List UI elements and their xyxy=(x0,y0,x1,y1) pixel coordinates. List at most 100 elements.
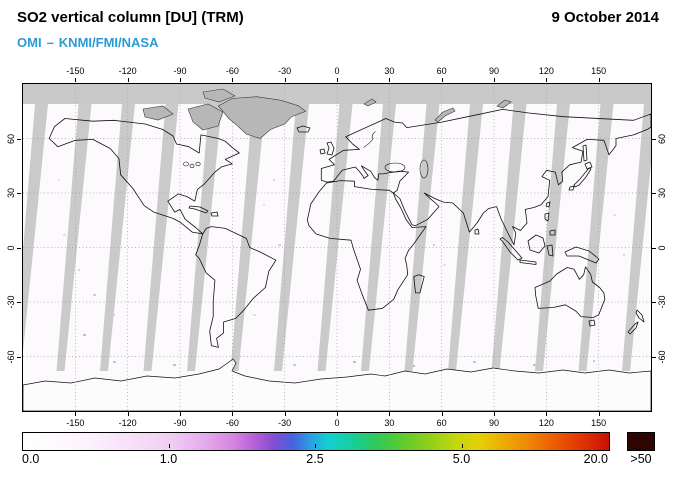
lon-tick-label: 0 xyxy=(334,66,340,76)
data-source-line: OMI – KNMI/FMI/NASA xyxy=(17,35,158,50)
lon-tick-label: 150 xyxy=(591,66,607,76)
greenland-outline xyxy=(217,96,307,139)
lat-tick-label: 60 xyxy=(6,133,16,144)
lat-tick-label: 60 xyxy=(657,133,667,144)
hispaniola-outline xyxy=(210,211,219,217)
institutes-label: KNMI/FMI/NASA xyxy=(58,35,159,50)
world-map xyxy=(22,83,652,412)
lon-tick xyxy=(546,412,548,416)
lon-tick xyxy=(598,412,600,416)
philippines-mindanao-outline xyxy=(549,229,556,236)
lat-tick xyxy=(652,356,656,358)
lon-tick xyxy=(127,78,129,82)
lon-tick xyxy=(389,412,391,416)
eurasia-outline xyxy=(320,109,651,246)
australia-outline xyxy=(534,266,606,318)
lon-tick xyxy=(598,78,600,82)
lat-tick xyxy=(17,302,21,303)
lon-tick xyxy=(180,412,181,416)
lon-tick xyxy=(441,78,443,82)
great-lakes-outline-2 xyxy=(189,163,195,169)
colorbar-tick-label: 2.5 xyxy=(306,452,324,466)
south-america-outline xyxy=(195,226,277,348)
world-map-svg xyxy=(23,84,651,411)
new-zealand-south-outline xyxy=(627,321,639,335)
lat-tick-label: -30 xyxy=(6,295,16,309)
lon-tick-label: -30 xyxy=(278,418,292,428)
lon-tick xyxy=(441,412,443,416)
iceland-outline xyxy=(296,125,311,133)
lat-tick-label: 0 xyxy=(6,244,16,251)
lon-tick xyxy=(232,78,234,82)
lat-tick-label: 30 xyxy=(6,187,16,199)
colorbar-overflow-box xyxy=(627,432,655,451)
lat-tick xyxy=(17,138,21,140)
lat-tick xyxy=(17,356,21,358)
lat-tick xyxy=(652,193,656,194)
lat-tick xyxy=(652,138,656,140)
lon-tick xyxy=(494,78,495,82)
ireland-outline xyxy=(319,148,326,155)
colorbar-gradient xyxy=(22,432,610,451)
lon-tick-label: 30 xyxy=(384,66,395,76)
lon-tick-label: 0 xyxy=(334,418,340,428)
lat-tick xyxy=(17,193,21,194)
borneo-outline xyxy=(527,234,546,254)
colorbar-tick-label: 20.0 xyxy=(583,452,608,466)
lat-tick xyxy=(652,302,656,303)
taiwan-outline xyxy=(545,201,551,208)
lat-tick xyxy=(17,247,21,249)
lon-tick-label: -60 xyxy=(225,66,239,76)
lon-tick-label: -150 xyxy=(66,418,85,428)
arctic-land-no-data xyxy=(142,88,512,139)
new-guinea-outline xyxy=(564,246,600,264)
lon-tick xyxy=(127,412,129,416)
source-separator: – xyxy=(46,35,54,50)
lon-tick-label: 90 xyxy=(488,418,500,428)
lon-tick-label: 30 xyxy=(384,418,395,428)
sri-lanka-outline xyxy=(474,228,480,235)
lon-tick-label: -120 xyxy=(118,418,137,428)
lat-tick-label: -60 xyxy=(657,349,667,364)
africa-outline xyxy=(306,180,427,311)
new-zealand-north-outline xyxy=(635,309,645,323)
lon-tick-label: -120 xyxy=(118,66,137,76)
japan-kyushu-outline xyxy=(568,185,575,191)
lon-tick xyxy=(75,412,77,416)
tasmania-outline xyxy=(588,319,596,327)
coastlines xyxy=(48,109,651,348)
lon-tick xyxy=(337,412,338,416)
sakhalin-outline xyxy=(582,144,588,162)
colorbar-tick-label: 5.0 xyxy=(452,452,471,466)
great-lakes-outline-1 xyxy=(183,161,189,167)
cuba-outline xyxy=(188,205,209,214)
lon-tick xyxy=(494,412,495,416)
novaya-zemlya-outline xyxy=(434,107,456,123)
colorbar-overflow-label: >50 xyxy=(630,452,652,466)
north-america-outline xyxy=(48,118,240,235)
sumatra-outline xyxy=(499,237,523,261)
victoria-island-outline xyxy=(142,105,174,121)
colorbar-tick-label: 1.0 xyxy=(159,452,178,466)
svalbard-outline xyxy=(363,98,377,107)
lon-tick-label: -150 xyxy=(66,66,85,76)
lon-tick-label: 60 xyxy=(436,418,447,428)
sulawesi-outline xyxy=(546,244,554,257)
lat-tick-label: 0 xyxy=(657,244,667,251)
lon-tick xyxy=(389,78,391,82)
lat-tick xyxy=(652,247,656,249)
java-outline xyxy=(519,259,537,265)
severnaya-zemlya-outline xyxy=(496,99,512,109)
madagascar-outline xyxy=(413,274,425,294)
caspian-sea-outline xyxy=(419,159,429,179)
instrument-label: OMI xyxy=(17,35,42,50)
uk-outline xyxy=(326,141,335,156)
date-label: 9 October 2014 xyxy=(551,9,659,26)
lon-tick-label: 150 xyxy=(591,418,607,428)
lon-tick-label: -30 xyxy=(278,66,292,76)
ellesmere-island-outline xyxy=(202,88,236,103)
colorbar-tick-label: 0.0 xyxy=(22,452,40,466)
lon-tick xyxy=(284,78,286,82)
page-title: SO2 vertical column [DU] (TRM) xyxy=(17,9,244,26)
